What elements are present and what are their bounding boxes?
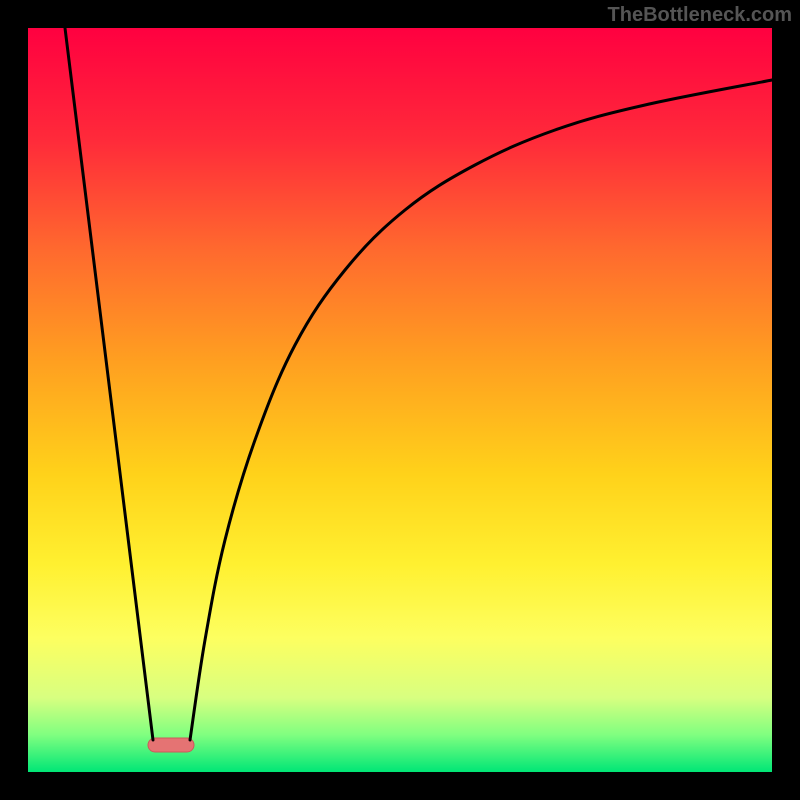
optimal-point-marker bbox=[148, 738, 194, 752]
chart-svg bbox=[0, 0, 800, 800]
chart-background-gradient bbox=[28, 28, 772, 772]
bottleneck-chart: TheBottleneck.com bbox=[0, 0, 800, 800]
watermark-text: TheBottleneck.com bbox=[608, 4, 792, 27]
